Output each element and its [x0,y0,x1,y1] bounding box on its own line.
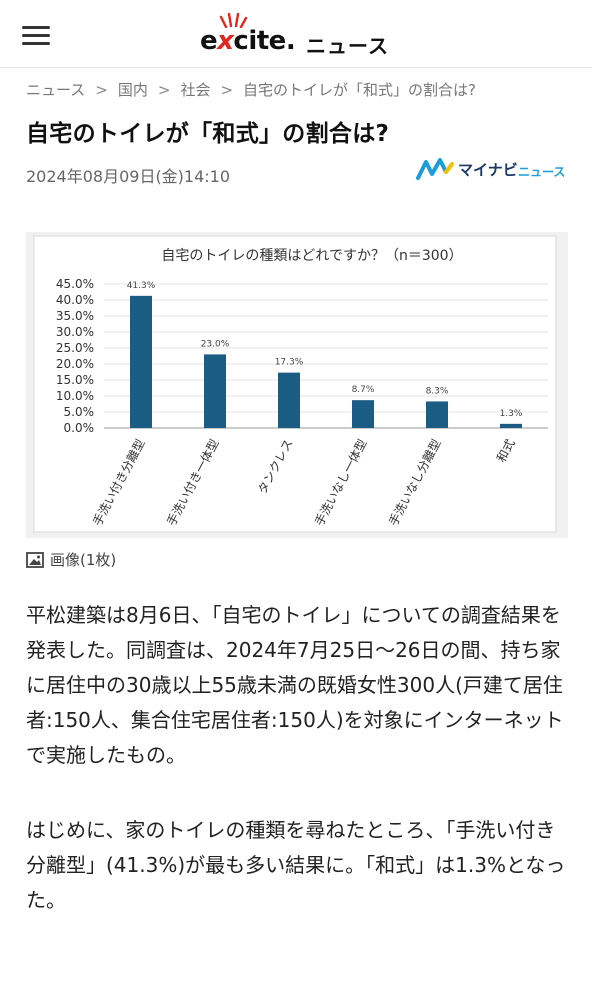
chart-ytick-label: 45.0% [56,277,94,291]
logo-burst-icon [219,12,248,28]
excite-logo[interactable]: excite. ニュース [200,12,400,58]
source-suffix: ニュース [518,165,566,179]
chart-bar [426,401,448,428]
chart-title: 自宅のトイレの種類はどれですか？（n＝300） [161,248,462,264]
breadcrumb-item-society[interactable]: 社会 [180,81,211,99]
chart-value-label: 41.3% [127,281,156,291]
breadcrumb-separator: > [95,81,108,99]
logo-section-label: ニュース [306,34,389,58]
chart-bar [204,354,226,428]
chart-value-label: 17.3% [275,358,304,368]
chart-value-label: 1.3% [500,409,523,419]
logo-wordmark: excite. [200,26,296,56]
image-icon [26,551,44,568]
article-body: 平松建築は8月6日、「自宅のトイレ」についての調査結果を発表した。同調査は、20… [26,598,566,958]
chart-value-label: 8.3% [426,386,449,396]
chart-bar [500,423,522,428]
chart-ytick-label: 10.0% [56,389,94,403]
chart-ytick-label: 35.0% [56,309,94,323]
chart-ytick-label: 15.0% [56,373,94,387]
breadcrumb: ニュース > 国内 > 社会 > 自宅のトイレが「和式」の割合は? [26,79,586,100]
chart-ytick-label: 40.0% [56,293,94,307]
mynavi-news-logo[interactable]: マイナビ ニュース [416,154,571,186]
article-figure[interactable]: 自宅のトイレの種類はどれですか？（n＝300） 0.0% 5.0% 10.0% 15.… [26,232,568,538]
chart-ytick-label: 20.0% [56,357,94,371]
hamburger-menu-icon[interactable] [22,26,50,46]
chart-ytick-label: 5.0% [64,405,95,419]
page-title: 自宅のトイレが「和式」の割合は? [26,121,390,147]
publish-date: 2024年08月09日(金)14:10 [26,167,231,186]
chart-ytick-label: 0.0% [64,421,95,435]
breadcrumb-separator: > [157,81,171,99]
image-count-label: 画像(1枚) [50,551,117,569]
article-paragraph: はじめに、家のトイレの種類を尋ねたところ、「手洗い付き分離型」(41.3%)が最… [26,818,566,912]
article-paragraph: 平松建築は8月6日、「自宅のトイレ」についての調査結果を発表した。同調査は、20… [26,603,564,767]
mynavi-mark-icon [416,158,454,180]
breadcrumb-item-current: 自宅のトイレが「和式」の割合は? [243,81,476,99]
chart-bar [352,400,374,428]
chart-bar [130,295,152,428]
site-header: excite. ニュース [0,0,592,68]
chart-value-label: 8.7% [352,385,375,395]
image-count[interactable]: 画像(1枚) [26,549,116,570]
breadcrumb-item-domestic[interactable]: 国内 [117,81,148,99]
chart-value-label: 23.0% [201,339,230,349]
breadcrumb-separator: > [220,81,234,99]
chart-ytick-label: 30.0% [56,325,94,339]
toilet-type-bar-chart: 自宅のトイレの種類はどれですか？（n＝300） 0.0% 5.0% 10.0% 15.… [33,235,557,533]
source-name: マイナビ [458,161,518,179]
chart-bar [278,372,300,428]
breadcrumb-item-news[interactable]: ニュース [26,81,86,99]
chart-ytick-label: 25.0% [56,341,94,355]
